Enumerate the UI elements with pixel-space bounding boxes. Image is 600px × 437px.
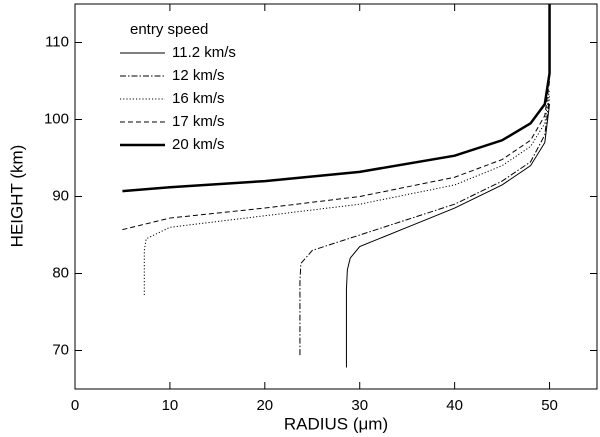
legend-title: entry speed [130, 21, 208, 38]
x-tick-label: 10 [162, 397, 179, 414]
y-tick-label: 80 [52, 264, 69, 281]
legend-label: 12 km/s [172, 67, 225, 84]
legend-label: 16 km/s [172, 90, 225, 107]
legend-label: 20 km/s [172, 136, 225, 153]
x-tick-label: 0 [71, 397, 79, 414]
series-line [122, 4, 551, 193]
x-tick-label: 40 [446, 397, 463, 414]
x-tick-label: 20 [256, 397, 273, 414]
plot-frame [74, 3, 598, 390]
x-axis-title: RADIUS (μm) [284, 414, 388, 433]
x-tick-label: 50 [541, 397, 558, 414]
y-tick-label: 90 [52, 187, 69, 204]
y-tick-label: 110 [45, 33, 69, 50]
y-tick-label: 100 [44, 110, 69, 127]
series-line [345, 104, 551, 368]
y-axis-title: HEIGHT (km) [7, 145, 26, 248]
legend-label: 11.2 km/s [172, 44, 236, 61]
series-line [122, 80, 551, 231]
legend-label: 17 km/s [172, 113, 225, 130]
series-line [299, 96, 551, 356]
y-tick-label: 70 [52, 341, 69, 358]
x-tick-label: 30 [351, 397, 368, 414]
